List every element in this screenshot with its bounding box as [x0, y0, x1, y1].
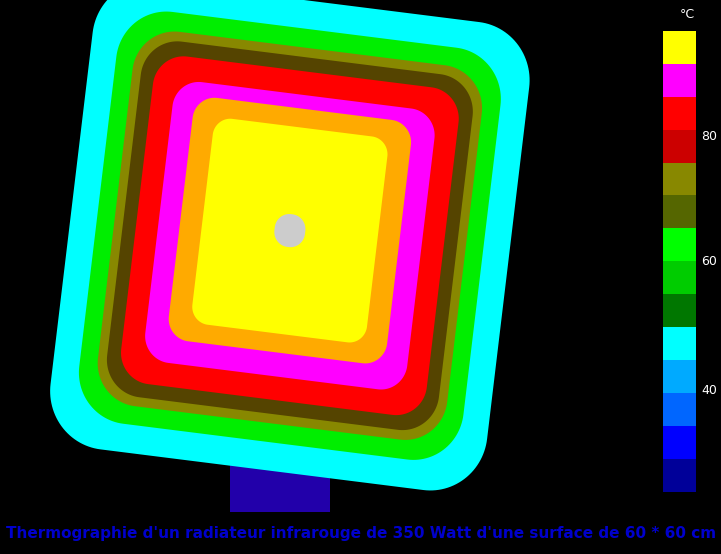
Bar — [663, 393, 696, 426]
Bar — [663, 96, 696, 130]
Text: °C: °C — [680, 8, 695, 20]
Polygon shape — [145, 82, 435, 389]
Text: 80: 80 — [702, 130, 717, 143]
Bar — [663, 327, 696, 360]
Bar — [663, 162, 696, 196]
Bar — [663, 459, 696, 492]
Text: Thermographie d'un radiateur infrarouge de 350 Watt d'une surface de 60 * 60 cm: Thermographie d'un radiateur infrarouge … — [6, 526, 716, 541]
Bar — [663, 261, 696, 294]
Bar — [663, 30, 696, 64]
Bar — [663, 360, 696, 393]
Polygon shape — [169, 98, 411, 363]
Bar — [663, 294, 696, 327]
Polygon shape — [193, 119, 387, 342]
Bar — [663, 228, 696, 261]
Polygon shape — [274, 214, 306, 247]
Bar — [663, 130, 696, 162]
Bar — [663, 196, 696, 228]
Polygon shape — [50, 0, 530, 490]
Polygon shape — [79, 12, 501, 460]
Text: 60: 60 — [702, 255, 717, 268]
Polygon shape — [226, 155, 354, 306]
Bar — [663, 64, 696, 96]
Polygon shape — [121, 57, 459, 415]
Polygon shape — [230, 451, 330, 512]
Polygon shape — [107, 42, 473, 430]
Bar — [663, 426, 696, 459]
Polygon shape — [97, 32, 482, 440]
Text: 40: 40 — [702, 384, 717, 397]
